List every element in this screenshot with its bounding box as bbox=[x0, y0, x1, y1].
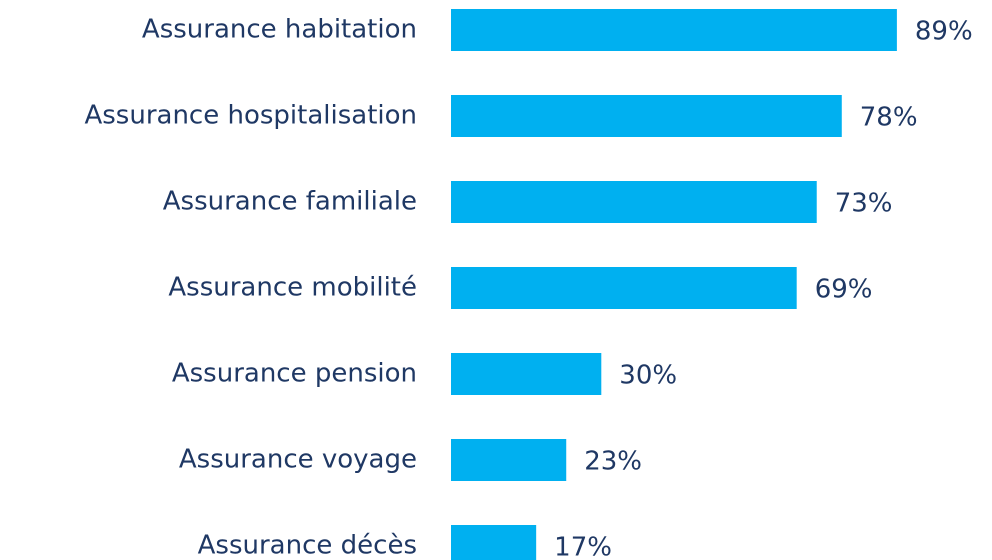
bar bbox=[451, 181, 817, 223]
category-label: Assurance voyage bbox=[179, 445, 417, 475]
bar bbox=[451, 525, 537, 560]
value-label: 73% bbox=[835, 189, 893, 219]
bar bbox=[451, 353, 602, 395]
category-label: Assurance décès bbox=[198, 531, 417, 560]
category-label: Assurance mobilité bbox=[168, 273, 417, 303]
bar bbox=[451, 267, 797, 309]
value-label: 89% bbox=[915, 17, 973, 47]
category-label: Assurance familiale bbox=[163, 187, 417, 217]
value-label: 30% bbox=[619, 361, 677, 391]
value-label: 69% bbox=[815, 275, 873, 305]
value-label: 17% bbox=[554, 533, 612, 560]
value-label: 23% bbox=[584, 447, 642, 477]
value-label: 78% bbox=[860, 103, 918, 133]
category-label: Assurance habitation bbox=[142, 15, 417, 45]
category-label: Assurance pension bbox=[172, 359, 417, 389]
bar bbox=[451, 9, 897, 51]
bar bbox=[451, 439, 567, 481]
category-label: Assurance hospitalisation bbox=[84, 101, 417, 131]
bar bbox=[451, 95, 842, 137]
